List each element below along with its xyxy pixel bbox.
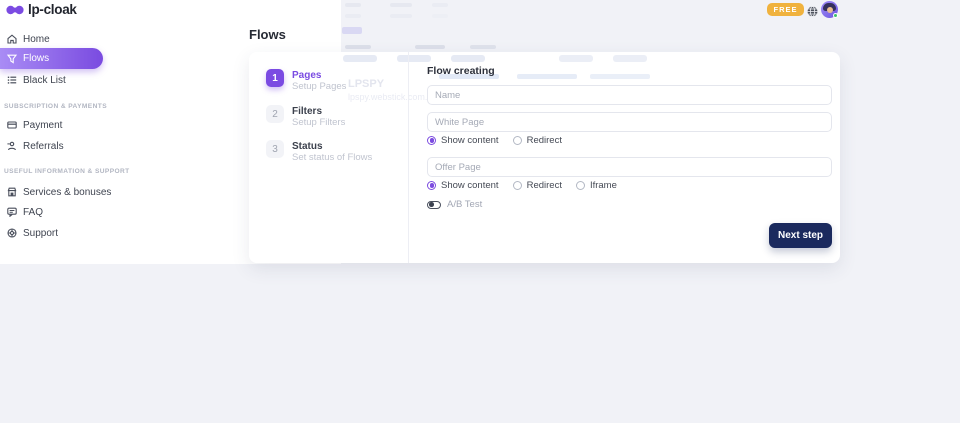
home-icon [7, 34, 17, 44]
credit-card-icon [7, 121, 17, 129]
white-page-input[interactable] [427, 112, 832, 132]
step-subtitle: Set status of Flows [292, 152, 373, 163]
form-title: Flow creating [427, 65, 495, 77]
sidebar-item-label: Home [23, 33, 50, 45]
sidebar-item-label: Flows [23, 53, 50, 64]
sidebar-item-label: Black List [23, 74, 66, 86]
step-subtitle: Setup Filters [292, 117, 346, 128]
name-input[interactable] [427, 85, 832, 105]
step-pages[interactable]: 1 Pages Setup Pages [266, 69, 346, 92]
step-title: Pages [292, 70, 322, 81]
next-step-button[interactable]: Next step [769, 223, 832, 248]
ab-test-toggle[interactable] [427, 200, 441, 209]
radio-unselected-icon [512, 180, 522, 190]
radio-redirect[interactable]: Redirect [512, 180, 562, 191]
sidebar-item-support[interactable]: Support [0, 225, 112, 241]
flow-creating-modal: LPSPY lpspy.webstick.com.u 1 Pages Setup… [249, 52, 840, 263]
online-status-dot [833, 13, 838, 18]
step-number-badge: 3 [266, 140, 284, 158]
avatar-face [826, 7, 833, 13]
mask-icon [6, 2, 24, 17]
sidebar: lp-cloak Home Flows Black List [0, 0, 130, 264]
ab-test-row: A/B Test [427, 199, 832, 210]
radio-show-content[interactable]: Show content [427, 135, 499, 146]
step-filters[interactable]: 2 Filters Setup Filters [266, 105, 345, 128]
radio-redirect[interactable]: Redirect [512, 135, 562, 146]
white-page-mode-options: Show content Redirect [427, 135, 832, 146]
chat-icon [7, 207, 17, 217]
sidebar-item-faq[interactable]: FAQ [0, 204, 112, 220]
sidebar-item-label: Payment [23, 119, 63, 131]
step-title: Filters [292, 106, 323, 117]
radio-selected-icon [427, 180, 436, 190]
ab-test-label: A/B Test [447, 199, 483, 210]
brand-logo[interactable]: lp-cloak [6, 2, 77, 17]
sidebar-item-home[interactable]: Home [0, 31, 112, 47]
sidebar-item-black-list[interactable]: Black List [0, 72, 112, 88]
flows-icon [7, 54, 17, 64]
sidebar-item-label: Referrals [23, 140, 64, 152]
radio-unselected-icon [512, 135, 522, 145]
person-add-icon [7, 141, 16, 151]
sidebar-section-support: USEFUL INFORMATION & SUPPORT [4, 168, 130, 175]
sidebar-item-payment[interactable]: Payment [0, 117, 112, 133]
page-title: Flows [249, 27, 286, 42]
sidebar-item-services[interactable]: Services & bonuses [0, 184, 112, 200]
sidebar-item-label: Services & bonuses [23, 186, 112, 198]
flow-creating-form: Flow creating Show content Redirect Show… [427, 65, 832, 210]
sidebar-item-referrals[interactable]: Referrals [0, 138, 112, 154]
sidebar-section-subscription: SUBSCRIPTION & PAYMENTS [4, 103, 107, 110]
step-title: Status [292, 141, 323, 152]
brand-name: lp-cloak [28, 2, 77, 17]
language-globe-icon[interactable] [807, 4, 818, 22]
radio-unselected-icon [575, 180, 585, 190]
radio-show-content[interactable]: Show content [427, 180, 499, 191]
modal-divider [408, 52, 409, 263]
step-number-badge: 2 [266, 105, 284, 123]
step-number-badge: 1 [266, 69, 284, 87]
ghost-row-title: LPSPY [348, 78, 385, 90]
ghost-row-subtitle: lpspy.webstick.com.u [348, 92, 433, 102]
lifebuoy-icon [7, 228, 17, 238]
radio-selected-icon [427, 135, 436, 145]
sidebar-item-label: FAQ [23, 206, 44, 218]
step-status[interactable]: 3 Status Set status of Flows [266, 140, 372, 163]
list-icon [7, 76, 17, 84]
sidebar-item-flows[interactable]: Flows [0, 48, 103, 69]
store-icon [7, 187, 17, 197]
sidebar-item-label: Support [23, 227, 59, 239]
offer-page-mode-options: Show content Redirect Iframe [427, 180, 832, 191]
step-subtitle: Setup Pages [292, 81, 347, 92]
offer-page-input[interactable] [427, 157, 832, 177]
radio-iframe[interactable]: Iframe [575, 180, 617, 191]
free-plan-badge[interactable]: FREE [767, 3, 804, 16]
